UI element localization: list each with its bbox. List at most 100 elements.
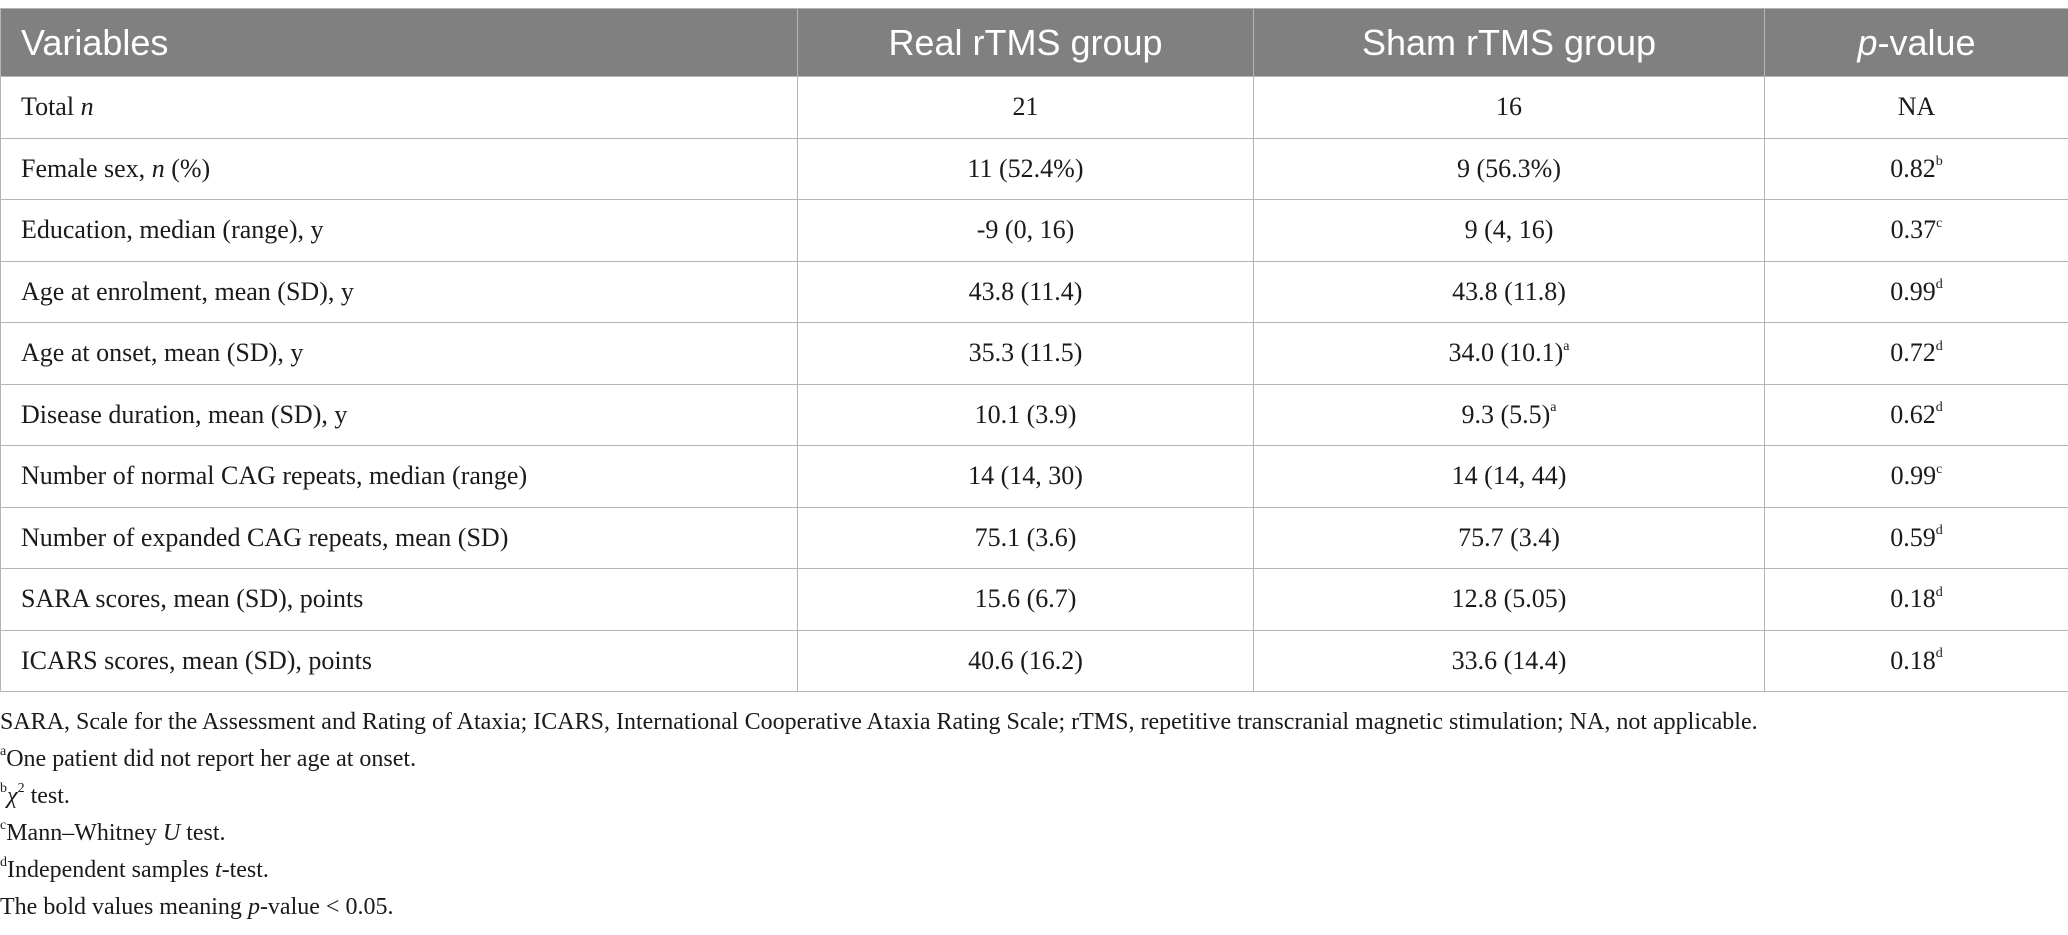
- sham-value: 14 (14, 44): [1451, 461, 1567, 491]
- sham-value: 16: [1496, 92, 1522, 122]
- p-value: 0.18: [1890, 645, 1936, 675]
- real-value: -9 (0, 16): [976, 215, 1075, 245]
- footnote-b: bχ2 test.: [0, 778, 2068, 815]
- cell-sham-rtms: 43.8 (11.8): [1253, 260, 1765, 323]
- cell-variable: Education, median (range), y: [0, 199, 798, 262]
- sham-value: 43.8 (11.8): [1452, 276, 1566, 306]
- baseline-characteristics-table: Variables Real rTMS group Sham rTMS grou…: [0, 8, 2068, 692]
- footnote-d-post: -test.: [221, 857, 269, 883]
- p-footnote-marker: c: [1936, 215, 1943, 231]
- cell-p-value: 0.18d: [1764, 568, 2068, 631]
- footnote-b-text: test.: [24, 783, 70, 809]
- variable-label: Age at onset, mean (SD), y: [21, 338, 304, 368]
- real-value: 40.6 (16.2): [968, 645, 1083, 675]
- cell-p-value: 0.99c: [1764, 445, 2068, 508]
- footnote-d-pre: Independent samples: [7, 857, 215, 883]
- p-value: 0.99: [1890, 276, 1936, 306]
- cell-p-value: 0.72d: [1764, 322, 2068, 385]
- cell-sham-rtms: 14 (14, 44): [1253, 445, 1765, 508]
- real-value: 43.8 (11.4): [968, 276, 1083, 306]
- real-value: 10.1 (3.9): [974, 399, 1077, 429]
- table-header-row: Variables Real rTMS group Sham rTMS grou…: [0, 8, 2068, 77]
- p-value: 0.62: [1890, 399, 1936, 429]
- cell-sham-rtms: 9 (56.3%): [1253, 137, 1765, 200]
- cell-p-value: 0.18d: [1764, 629, 2068, 692]
- real-value: 21: [1012, 92, 1039, 122]
- footnote-bold-italic: p: [247, 894, 260, 920]
- cell-sham-rtms: 33.6 (14.4): [1253, 629, 1765, 692]
- footnote-c-italic: U: [162, 820, 181, 846]
- table-row: Age at onset, mean (SD), y 35.3 (11.5) 34.…: [0, 322, 2068, 385]
- p-footnote-marker: d: [1935, 277, 1943, 293]
- p-value: 0.82: [1890, 153, 1936, 183]
- table-row: Female sex, n (%) 11 (52.4%) 9 (56.3%) 0.82…: [0, 137, 2068, 200]
- cell-real-rtms: 35.3 (11.5): [797, 322, 1254, 385]
- cell-p-value: 0.62d: [1764, 383, 2068, 446]
- variable-label: Age at enrolment, mean (SD), y: [21, 276, 354, 306]
- p-value: NA: [1897, 92, 1936, 122]
- cell-variable: Disease duration, mean (SD), y: [0, 383, 798, 446]
- cell-real-rtms: 10.1 (3.9): [797, 383, 1254, 446]
- p-footnote-marker: d: [1935, 523, 1943, 539]
- real-value: 14 (14, 30): [968, 461, 1083, 491]
- cell-real-rtms: 40.6 (16.2): [797, 629, 1254, 692]
- cell-p-value: 0.99d: [1764, 260, 2068, 323]
- cell-p-value: 0.59d: [1764, 506, 2068, 569]
- sham-value: 9 (56.3%): [1457, 153, 1561, 183]
- p-footnote-marker: b: [1935, 154, 1943, 170]
- p-footnote-marker: d: [1935, 338, 1943, 354]
- table-row: Education, median (range), y -9 (0, 16) 9 …: [0, 199, 2068, 262]
- variable-label: ICARS scores, mean (SD), points: [21, 645, 372, 675]
- footnote-a-text: One patient did not report her age at on…: [6, 746, 417, 772]
- cell-real-rtms: -9 (0, 16): [797, 199, 1254, 262]
- p-value: 0.72: [1890, 338, 1936, 368]
- variable-label: Female sex,: [21, 153, 152, 183]
- table-body: Total n 21 16 NA Female sex, n (%) 11 (52.4%)…: [0, 76, 2068, 692]
- table-row: Number of expanded CAG repeats, mean (SD…: [0, 506, 2068, 569]
- footnote-b-marker: b: [0, 781, 7, 796]
- table-row: Total n 21 16 NA: [0, 76, 2068, 139]
- cell-sham-rtms: 9.3 (5.5)a: [1253, 383, 1765, 446]
- cell-variable: Female sex, n (%): [0, 137, 798, 200]
- cell-variable: Number of expanded CAG repeats, mean (SD…: [0, 506, 798, 569]
- table-footnotes: SARA, Scale for the Assessment and Ratin…: [0, 704, 2068, 926]
- cell-p-value: 0.82b: [1764, 137, 2068, 200]
- p-value: 0.99: [1890, 461, 1937, 491]
- p-value: 0.18: [1890, 584, 1936, 614]
- variable-label: Total: [21, 92, 81, 122]
- header-sham-rtms-group: Sham rTMS group: [1253, 8, 1765, 77]
- sham-footnote-marker: a: [1550, 400, 1557, 416]
- p-value: 0.59: [1890, 522, 1936, 552]
- table-row: Number of normal CAG repeats, median (ra…: [0, 445, 2068, 508]
- footnote-d-italic: t: [214, 857, 222, 883]
- cell-real-rtms: 43.8 (11.4): [797, 260, 1254, 323]
- cell-p-value: NA: [1764, 76, 2068, 139]
- p-footnote-marker: d: [1935, 400, 1943, 416]
- cell-real-rtms: 14 (14, 30): [797, 445, 1254, 508]
- cell-sham-rtms: 9 (4, 16): [1253, 199, 1765, 262]
- real-value: 11 (52.4%): [967, 153, 1084, 183]
- header-p-rest: -value: [1877, 21, 1976, 63]
- header-p-italic: p: [1857, 21, 1878, 63]
- p-footnote-marker: c: [1936, 461, 1943, 477]
- footnote-bold-pre: The bold values meaning: [0, 894, 248, 920]
- cell-variable: Age at enrolment, mean (SD), y: [0, 260, 798, 323]
- variable-label: Number of normal CAG repeats, median (ra…: [21, 461, 528, 491]
- real-value: 35.3 (11.5): [968, 338, 1083, 368]
- footnote-a: aOne patient did not report her age at o…: [0, 741, 2068, 778]
- footnote-d-marker: d: [0, 855, 7, 870]
- footnote-c-post: test.: [180, 820, 226, 846]
- table-row: ICARS scores, mean (SD), points 40.6 (16.…: [0, 629, 2068, 692]
- variable-label-italic: n: [151, 153, 165, 183]
- variable-label-italic: n: [80, 92, 94, 122]
- cell-sham-rtms: 34.0 (10.1)a: [1253, 322, 1765, 385]
- cell-variable: ICARS scores, mean (SD), points: [0, 629, 798, 692]
- variable-label: Number of expanded CAG repeats, mean (SD…: [21, 522, 509, 552]
- footnote-c: cMann–Whitney U test.: [0, 815, 2068, 852]
- cell-sham-rtms: 12.8 (5.05): [1253, 568, 1765, 631]
- cell-variable: SARA scores, mean (SD), points: [0, 568, 798, 631]
- header-variables: Variables: [0, 8, 798, 77]
- table-row: Age at enrolment, mean (SD), y 43.8 (11.4…: [0, 260, 2068, 323]
- cell-variable: Number of normal CAG repeats, median (ra…: [0, 445, 798, 508]
- variable-label: Disease duration, mean (SD), y: [21, 399, 348, 429]
